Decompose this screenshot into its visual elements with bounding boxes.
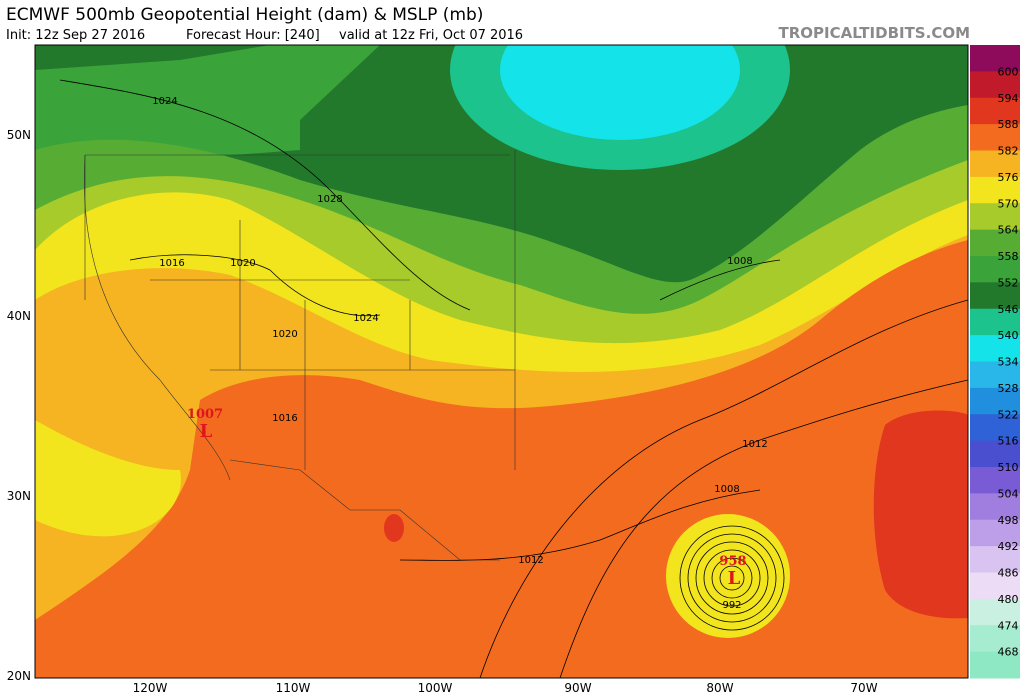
colorbar-cell xyxy=(970,124,1020,151)
isobar-label: 1028 xyxy=(317,194,342,205)
colorbar-label: 594 xyxy=(998,92,1019,105)
colorbar-cell xyxy=(970,229,1020,257)
colorbar-cell xyxy=(970,150,1020,178)
colorbar-label: 576 xyxy=(998,171,1019,184)
colorbar-cell xyxy=(970,203,1020,231)
longitude-label: 110W xyxy=(276,681,311,695)
colorbar-label: 468 xyxy=(998,646,1019,659)
isobar-label: 1024 xyxy=(353,313,378,324)
labels: 50N 40N 30N 20N 120W 110W 100W 90W 80W 70W 1024 102… xyxy=(7,96,878,695)
colorbar-cell xyxy=(970,308,1020,336)
colorbar-cell xyxy=(970,97,1020,125)
colorbar-cell xyxy=(970,519,1020,547)
colorbar-cell xyxy=(970,651,1020,679)
isobar-label: 1016 xyxy=(272,413,297,424)
map-frame xyxy=(34,44,969,679)
latitude-label: 30N xyxy=(7,489,31,503)
colorbar-cell xyxy=(970,467,1020,494)
isobar-label: 1024 xyxy=(152,96,177,107)
colorbar-cell xyxy=(970,335,1020,362)
colorbar-cell xyxy=(970,440,1020,468)
colorbar-label: 600 xyxy=(998,65,1019,78)
isobar-label: 992 xyxy=(722,600,741,611)
colorbar-cell xyxy=(970,546,1020,573)
isobar-label: 1016 xyxy=(159,258,184,269)
colorbar-label: 516 xyxy=(998,435,1019,448)
colorbar-label: 534 xyxy=(998,356,1019,369)
borders xyxy=(84,150,516,561)
colorbar-cell xyxy=(970,282,1020,310)
latitude-label: 50N xyxy=(7,128,31,142)
colorbar-label: 498 xyxy=(998,514,1019,527)
colorbar-cell xyxy=(970,625,1020,653)
height-field xyxy=(873,410,968,619)
isobar-label: 1020 xyxy=(272,329,297,340)
colorbar-label: 564 xyxy=(998,224,1019,237)
height-field xyxy=(384,514,404,542)
latitude-label: 40N xyxy=(7,309,31,323)
colorbar-label: 480 xyxy=(998,593,1019,606)
colorbar-cell xyxy=(970,572,1020,600)
colorbar-label: 588 xyxy=(998,118,1019,131)
latitude-label: 20N xyxy=(7,669,31,683)
init-time: Init: 12z Sep 27 2016 xyxy=(6,28,145,43)
colorbar-cell xyxy=(970,493,1020,521)
colorbar-label: 474 xyxy=(998,619,1019,632)
colorbar-label: 552 xyxy=(998,276,1019,289)
colorbar-label: 492 xyxy=(998,540,1019,553)
longitude-label: 120W xyxy=(133,681,168,695)
colorbar-cell xyxy=(970,387,1020,415)
pressure-value: 1007 xyxy=(187,407,223,422)
forecast-hour: Forecast Hour: [240] xyxy=(186,28,320,43)
colorbar: 600 594 588 582 576 570 564 558 552 546 540 534 528 5… xyxy=(970,45,1020,679)
isobar-label: 1012 xyxy=(518,555,543,566)
valid-time: valid at 12z Fri, Oct 07 2016 xyxy=(339,28,523,43)
isobar-label: 1012 xyxy=(742,439,767,450)
title: ECMWF 500mb Geopotential Height (dam) & … xyxy=(6,5,483,25)
colorbar-label: 486 xyxy=(998,567,1019,580)
isobars xyxy=(59,79,968,678)
longitude-label: 80W xyxy=(706,681,733,695)
colorbar-label: 540 xyxy=(998,329,1019,342)
colorbar-cell xyxy=(970,176,1020,204)
height-field xyxy=(500,45,740,140)
longitude-label: 70W xyxy=(850,681,877,695)
colorbar-cell xyxy=(970,361,1020,389)
isobar-label: 1020 xyxy=(230,258,255,269)
colorbar-label: 504 xyxy=(998,487,1019,500)
colorbar-cell xyxy=(970,414,1020,442)
low-symbol: L xyxy=(728,568,741,589)
colorbar-label: 558 xyxy=(998,250,1019,263)
colorbar-label: 582 xyxy=(998,145,1019,158)
map xyxy=(35,45,968,678)
colorbar-cell xyxy=(970,598,1020,626)
longitude-label: 90W xyxy=(564,681,591,695)
height-field xyxy=(666,514,790,638)
pressure-value: 958 xyxy=(719,554,746,569)
colorbar-label: 522 xyxy=(998,408,1019,421)
colorbar-label: 570 xyxy=(998,197,1019,210)
longitude-label: 100W xyxy=(418,681,453,695)
colorbar-cell xyxy=(970,71,1020,99)
height-field xyxy=(35,45,380,170)
colorbar-label: 510 xyxy=(998,461,1019,474)
low-symbol: L xyxy=(200,421,213,442)
colorbar-cell xyxy=(970,256,1020,283)
isobar-label: 1008 xyxy=(727,256,752,267)
colorbar-label: 528 xyxy=(998,382,1019,395)
colorbar-label: 546 xyxy=(998,303,1019,316)
isobar-label: 1008 xyxy=(714,484,739,495)
height-field xyxy=(35,420,181,537)
source: TROPICALTIDBITS.COM xyxy=(779,24,971,42)
colorbar-cell xyxy=(970,45,1020,72)
